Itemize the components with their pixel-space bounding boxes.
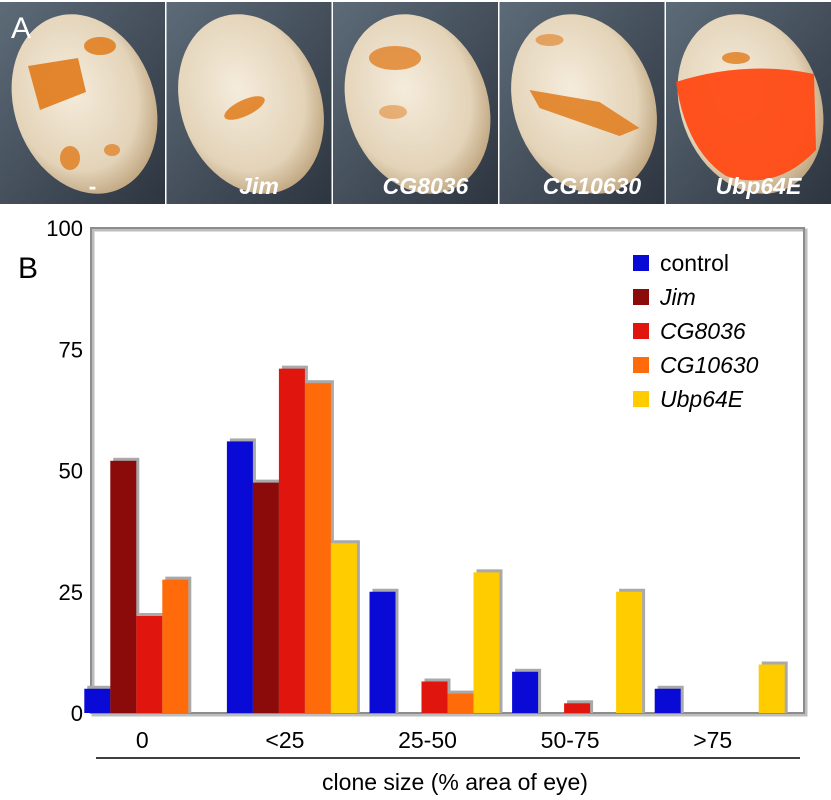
bar-ubp64e-2	[473, 572, 500, 713]
x-tick-label: >75	[693, 727, 732, 753]
bar-control-3	[512, 671, 539, 713]
photo-caption: Ubp64E	[716, 173, 802, 199]
eye-photo-1: -	[0, 2, 165, 204]
eye-photo-strip: - Jim CG8036 CG10630 Ubp64E A	[0, 0, 831, 205]
bar-cg8036-2	[421, 681, 448, 713]
clone-patch	[84, 37, 116, 55]
x-tick-label: <25	[265, 727, 304, 753]
eye-photo-2: Jim	[166, 2, 332, 204]
bar-control-1	[226, 441, 253, 713]
x-tick-label: 25-50	[398, 727, 457, 753]
legend-label: CG8036	[660, 318, 746, 344]
y-tick-label: 25	[59, 580, 83, 605]
clone-patch	[529, 90, 640, 136]
compound-eye	[11, 14, 158, 194]
photo-caption: CG10630	[543, 173, 642, 199]
bar-control-2	[369, 591, 396, 713]
bar-cg10630-1	[304, 383, 331, 713]
clone-patch	[60, 146, 80, 170]
y-tick-label: 75	[59, 337, 83, 362]
y-tick-label: 50	[59, 459, 83, 484]
bar-cg8036-0	[136, 616, 163, 713]
legend-swatch	[633, 357, 649, 373]
legend-swatch	[633, 289, 649, 305]
legend-label: control	[660, 250, 729, 276]
legend-label: Jim	[659, 284, 696, 310]
eye-photo-5: Ubp64E	[666, 2, 831, 204]
plot-frame-shadow	[91, 228, 808, 717]
photo-caption: Jim	[239, 173, 279, 199]
y-tick-label: 0	[71, 701, 83, 726]
clone-patch	[676, 68, 816, 181]
clone-patch	[28, 58, 86, 110]
bar-control-4	[654, 688, 681, 713]
bar-cg8036-1	[278, 368, 305, 713]
bar-cg8036-3	[564, 703, 591, 713]
clone-patch	[535, 34, 564, 46]
legend: control Jim CG8036 CG10630 Ubp64E	[633, 250, 759, 412]
bar-jim-0	[110, 460, 137, 713]
bar-cg10630-0	[162, 579, 189, 713]
photo-caption: CG8036	[383, 173, 469, 199]
eye-photo-4: CG10630	[499, 2, 665, 204]
legend-swatch	[633, 323, 649, 339]
clone-patch	[369, 46, 421, 70]
legend-swatch	[633, 391, 649, 407]
x-tick-label: 50-75	[541, 727, 600, 753]
clone-patch	[379, 105, 407, 119]
clone-patch	[722, 52, 750, 64]
legend-label: CG10630	[660, 352, 759, 378]
bar-cg10630-2	[447, 693, 474, 713]
clone-size-bar-chart: 0 25 50 75 100 0 <25 25-50 50-75 >75 clone size (%…	[46, 216, 808, 795]
x-axis-title: clone size (% area of eye)	[322, 769, 588, 795]
bar-jim-1	[252, 482, 279, 713]
bar-ubp64e-3	[616, 591, 643, 713]
eye-photos: - Jim CG8036 CG10630 Ubp64E	[0, 2, 831, 204]
photo-caption: -	[89, 173, 97, 199]
bar-ubp64e-1	[330, 543, 357, 713]
bar-ubp64e-4	[758, 664, 785, 713]
clone-patch	[224, 96, 265, 120]
clone-patch	[104, 144, 120, 156]
panel-label-b: B	[18, 252, 39, 285]
eye-photo-3: CG8036	[333, 2, 498, 204]
y-tick-label: 100	[46, 216, 83, 241]
panel-label-a: A	[11, 12, 32, 45]
plot-frame	[90, 227, 805, 714]
legend-swatch	[633, 255, 649, 271]
legend-label: Ubp64E	[660, 386, 744, 412]
x-tick-label: 0	[136, 727, 149, 753]
bar-control-0	[84, 688, 111, 713]
